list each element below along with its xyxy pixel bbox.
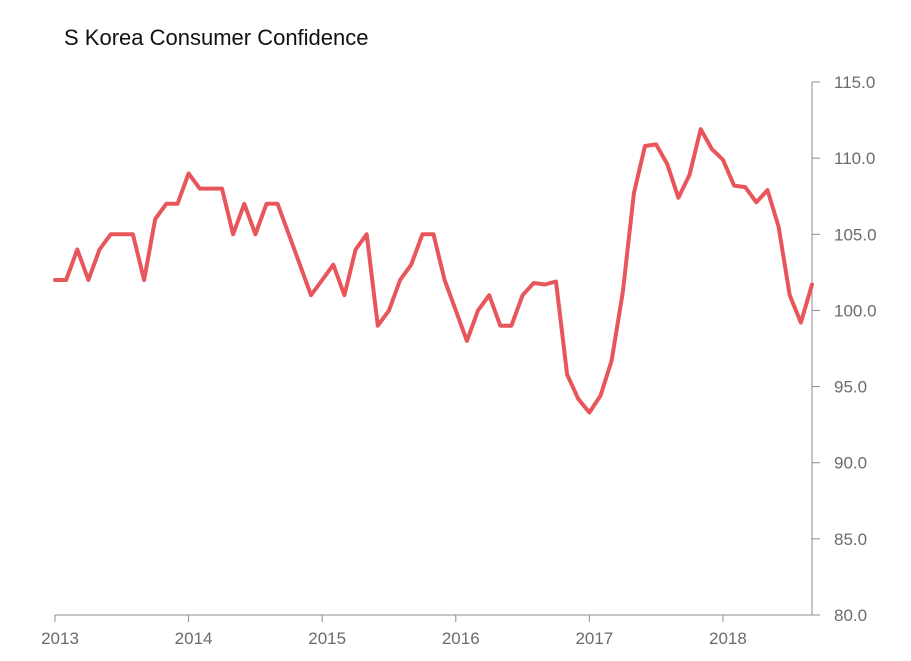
x-tick-label: 2015 [308,629,346,648]
x-tick-label: 2014 [175,629,213,648]
y-tick-label: 95.0 [834,378,867,397]
x-tick-label: 2018 [709,629,747,648]
y-tick-label: 115.0 [834,73,875,92]
y-tick-label: 100.0 [834,301,877,320]
x-tick-label: 2016 [442,629,480,648]
y-tick-label: 80.0 [834,606,867,625]
y-axis: 80.0 85.0 90.0 95.0 100.0 105.0 110.0 115.0 [811,73,877,625]
x-axis: 2013 2014 2015 2016 2017 2018 [41,614,812,648]
y-tick-label: 85.0 [834,530,867,549]
x-tick-label: 2017 [575,629,613,648]
series-line [53,127,814,415]
y-tick-label: 90.0 [834,454,867,473]
x-tick-label: 2013 [41,629,79,648]
series-group [53,127,814,415]
chart-title: S Korea Consumer Confidence [64,25,369,50]
y-tick-label: 110.0 [834,149,875,168]
y-tick-label: 105.0 [834,225,877,244]
